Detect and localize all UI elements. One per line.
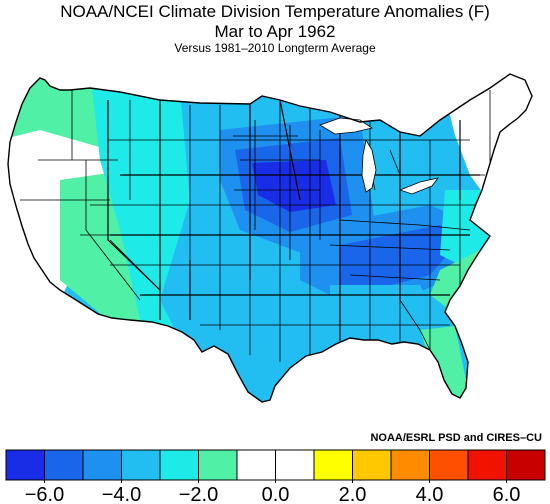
credit-label: NOAA/ESRL PSD and CIRES–CU — [370, 432, 542, 444]
colorbar-bin-1 — [44, 449, 84, 481]
us-outline — [7, 73, 533, 403]
colorbar-bin-2 — [82, 449, 122, 481]
colorbar-tick-label: −6.0 — [25, 484, 64, 504]
colorbar-tick-label: 0.0 — [262, 484, 290, 504]
colorbar-bin-13 — [506, 449, 546, 481]
period-label: Mar to Apr 1962 — [214, 22, 336, 41]
region-florida — [420, 326, 470, 400]
us-anomaly-map — [7, 73, 533, 403]
colorbar-tick-label: −4.0 — [102, 484, 141, 504]
region-gulf-east — [330, 285, 440, 340]
colorbar-tick-label: 6.0 — [493, 484, 521, 504]
colorbar-bin-10 — [390, 449, 430, 481]
colorbar-bin-6 — [236, 449, 276, 481]
colorbar-bin-5 — [198, 449, 238, 481]
colorbar-tick-label: −2.0 — [179, 484, 218, 504]
colorbar-bin-7 — [275, 449, 315, 481]
colorbar-bin-11 — [429, 449, 469, 481]
colorbar-bin-9 — [352, 449, 392, 481]
colorbar-bin-4 — [159, 449, 199, 481]
colorbar-bin-3 — [121, 449, 161, 481]
colorbar-bin-0 — [5, 449, 45, 481]
colorbar-bin-12 — [467, 449, 507, 481]
colorbar-tick-label: 2.0 — [339, 484, 367, 504]
colorbar-tick-label: 4.0 — [416, 484, 444, 504]
baseline-label: Versus 1981–2010 Longterm Average — [174, 41, 376, 55]
map-title: NOAA/NCEI Climate Division Temperature A… — [60, 2, 490, 21]
colorbar-bin-8 — [313, 449, 353, 481]
region-minnesota-iowa-center — [252, 160, 336, 212]
region-tennessee-band — [340, 225, 462, 288]
